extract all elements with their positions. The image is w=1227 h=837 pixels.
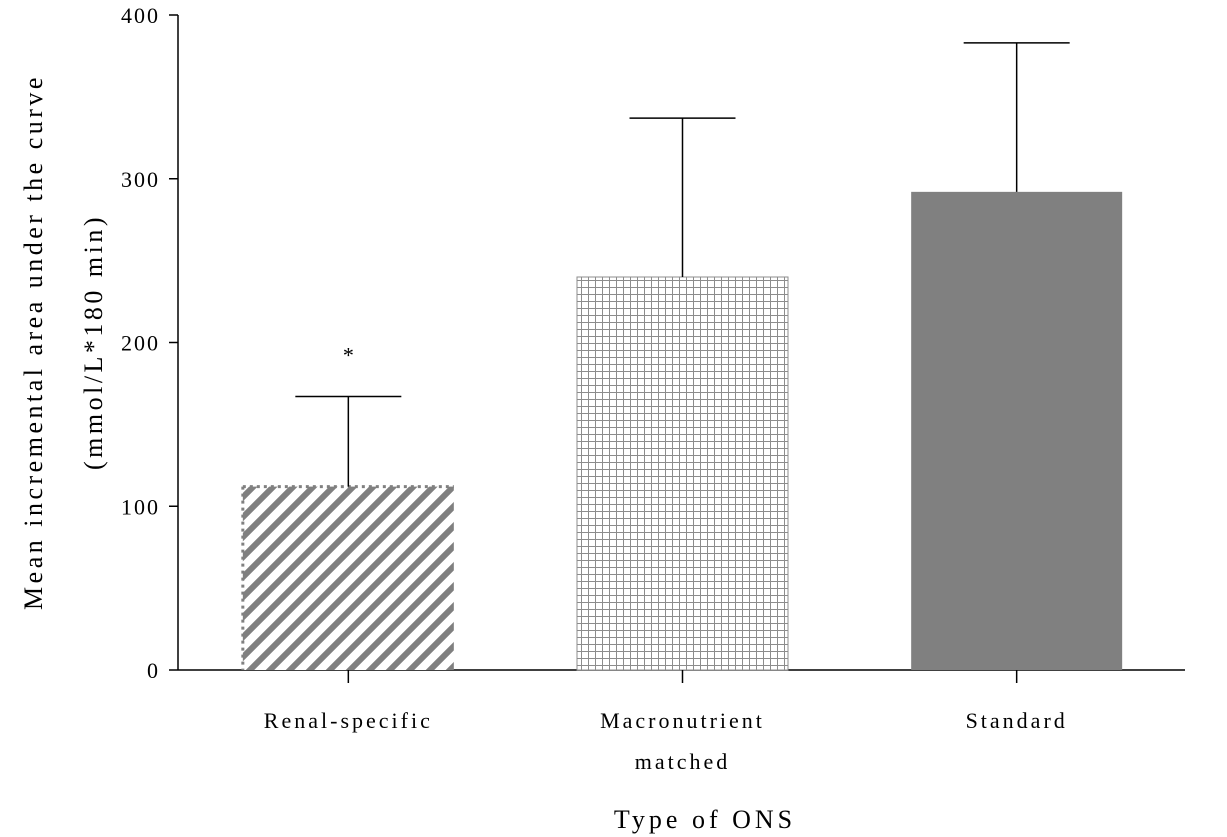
x-axis-title: Type of ONS — [614, 805, 796, 834]
bar — [911, 191, 1123, 670]
bar — [576, 276, 789, 671]
x-tick-label: Standard — [966, 708, 1068, 733]
x-tick-label: Macronutrient — [600, 708, 765, 733]
x-tick-label: Renal-specific — [264, 708, 433, 733]
y-ticks: 0 100 200 300 400 — [121, 3, 178, 683]
bar — [242, 486, 454, 670]
bars: * — [241, 42, 1123, 671]
y-axis-title-line-2: (mmol/L*180 min) — [79, 214, 108, 470]
y-tick-label: 200 — [121, 331, 160, 356]
y-tick-label: 100 — [121, 494, 160, 519]
significance-marker: * — [343, 343, 354, 368]
y-tick-label: 300 — [121, 167, 160, 192]
y-axis-title-line-1: Mean incremental area under the curve — [19, 74, 48, 610]
x-tick-label: matched — [635, 749, 731, 774]
y-tick-label: 400 — [121, 3, 160, 28]
y-tick-label: 0 — [147, 658, 160, 683]
x-ticks: Renal-specific Macronutrient matched Standa… — [264, 670, 1068, 774]
